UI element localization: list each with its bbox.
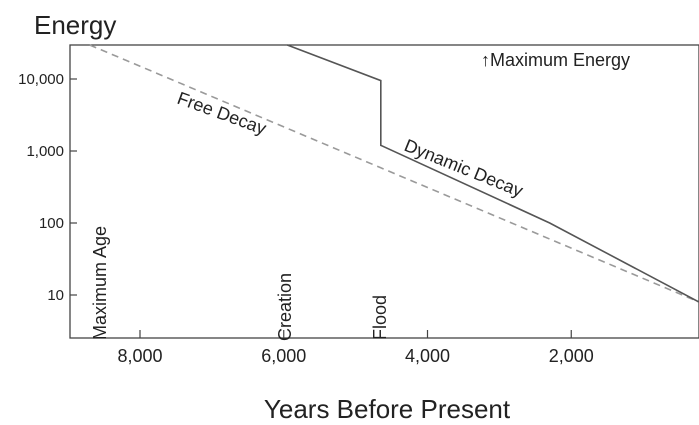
y-tick-label: 10 <box>47 287 64 304</box>
x-axis-title: Years Before Present <box>264 394 511 424</box>
y-tick-label: 1,000 <box>26 143 64 160</box>
up-arrow-icon: ↑ <box>481 50 490 70</box>
creation-annotation: Creation <box>275 273 295 341</box>
maximum-energy-note: ↑Maximum Energy <box>481 50 630 70</box>
flood-annotation: Flood <box>370 295 390 340</box>
x-tick-label: 6,000 <box>261 346 306 366</box>
series-free-decay-line <box>89 44 699 303</box>
x-tick-label: 4,000 <box>405 346 450 366</box>
maximum-age-annotation: Maximum Age <box>90 226 110 340</box>
x-axis-ticks: 8,000 6,000 4,000 2,000 <box>117 330 594 366</box>
x-tick-label: 2,000 <box>549 346 594 366</box>
maximum-energy-label: Maximum Energy <box>490 50 630 70</box>
y-axis-ticks: 10 100 1,000 10,000 <box>18 71 77 304</box>
free-decay-label: Free Decay <box>175 88 269 139</box>
y-tick-label: 100 <box>39 215 64 232</box>
plot-frame <box>69 44 699 339</box>
x-tick-label: 8,000 <box>117 346 162 366</box>
y-tick-label: 10,000 <box>18 71 64 88</box>
y-axis-title: Energy <box>34 10 116 40</box>
series-dynamic-decay-line <box>287 44 699 303</box>
dynamic-decay-label: Dynamic Decay <box>402 135 526 201</box>
